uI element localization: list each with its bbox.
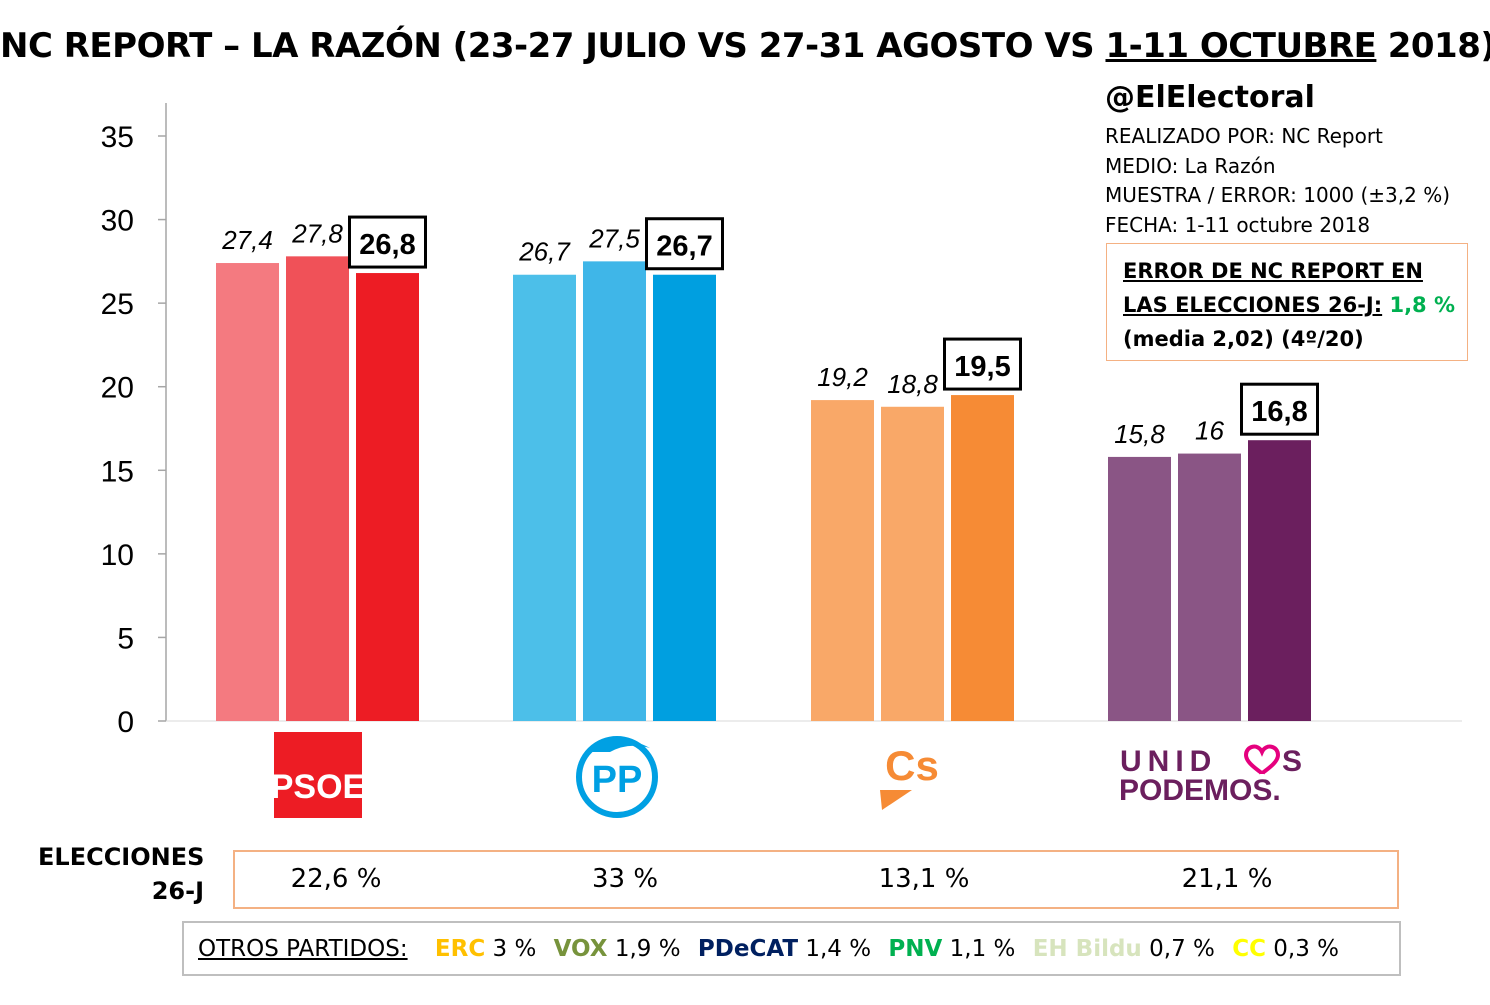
data-label: 26,7: [518, 237, 571, 267]
data-label: 19,5: [954, 351, 1010, 383]
bar: [583, 261, 646, 721]
bar: [1248, 440, 1311, 721]
svg-text:PODEMOS.: PODEMOS.: [1119, 774, 1281, 807]
error-box: ERROR DE NC REPORT EN LAS ELECCIONES 26-…: [1106, 243, 1468, 361]
bar: [811, 400, 874, 721]
poll-metadata: REALIZADO POR: NC Report MEDIO: La Razón…: [1105, 122, 1450, 240]
data-label: 15,8: [1114, 419, 1165, 449]
svg-text:UNID: UNID: [1120, 745, 1217, 778]
otros-party-value: 1,9 %: [614, 936, 681, 962]
svg-text:Cs: Cs: [885, 742, 939, 789]
elecciones-label: ELECCIONES 26-J: [38, 840, 204, 908]
otros-party-name: VOX: [553, 936, 608, 962]
latest-value-box: [1240, 382, 1319, 436]
elecciones-box: [233, 850, 1399, 909]
y-tick-label: 30: [101, 205, 134, 238]
y-tick-label: 25: [101, 288, 134, 321]
elecciones-label-line1: ELECCIONES: [38, 843, 205, 871]
error-value: 1,8 %: [1389, 293, 1456, 317]
error-line1: ERROR DE NC REPORT EN: [1123, 259, 1423, 283]
elecciones-value-cs: 13,1 %: [878, 864, 970, 894]
psoe-logo: PSOE: [271, 732, 365, 818]
svg-text:PP: PP: [592, 759, 643, 801]
otros-party-value: 1,1 %: [949, 936, 1016, 962]
y-tick-label: 15: [101, 455, 134, 488]
title-underlined: 1-11 OCTUBRE: [1105, 26, 1377, 66]
bar: [1108, 456, 1171, 721]
otros-partidos: OTROS PARTIDOS: ERC 3 % VOX 1,9 % PDeCAT…: [182, 921, 1401, 976]
bar: [951, 395, 1014, 721]
svg-text:PSOE: PSOE: [271, 768, 365, 806]
heart-icon: [1243, 744, 1281, 776]
elecciones-value-unidos-podemos: 21,1 %: [1181, 864, 1273, 894]
latest-value-box: [943, 337, 1022, 391]
otros-party-name: EH Bildu: [1032, 936, 1142, 962]
party-logos: PSOE PP Cs UNID S PODEMOS.: [271, 732, 1302, 818]
bar: [356, 273, 419, 721]
data-label: 19,2: [817, 362, 868, 392]
source-handle: @ElElectoral: [1105, 80, 1315, 115]
y-tick-label: 0: [117, 706, 134, 739]
otros-party-value: 3 %: [492, 936, 537, 962]
meta-medio: MEDIO: La Razón: [1105, 153, 1276, 178]
y-tick-label: 5: [117, 622, 134, 655]
bars: 27,4 27,8 26,8 26,7 27,5 26,7 19,2 18,8 19,5 15,8…: [216, 215, 1319, 721]
y-tick-label: 20: [101, 372, 134, 405]
otros-party-value: 1,4 %: [805, 936, 872, 962]
bar: [881, 406, 944, 721]
pp-logo: PP: [576, 736, 658, 818]
data-label: 26,8: [359, 229, 415, 261]
unidos-podemos-logo: UNID S PODEMOS.: [1119, 744, 1302, 807]
svg-text:S: S: [1282, 745, 1302, 778]
bar: [286, 256, 349, 721]
bar: [513, 274, 576, 721]
latest-value-box: [348, 215, 427, 269]
y-tick-label: 35: [101, 121, 134, 154]
elecciones-value-psoe: 22,6 %: [290, 864, 382, 894]
data-label: 27,4: [221, 225, 273, 255]
otros-party-value: 0,3 %: [1273, 936, 1340, 962]
bar: [653, 274, 716, 721]
otros-party-value: 0,7 %: [1149, 936, 1215, 962]
data-label: 16,8: [1251, 396, 1307, 428]
error-line3: (media 2,02) (4º/20): [1123, 327, 1364, 351]
otros-party-name: PNV: [888, 936, 943, 962]
cs-logo: Cs: [880, 742, 939, 810]
otros-party-name: PDeCAT: [697, 936, 799, 962]
y-tick-label: 10: [101, 539, 134, 572]
title-prefix: NC REPORT – LA RAZÓN (23-27 JULIO VS 27-…: [0, 26, 1106, 66]
bar-chart: 0 5 10 15 20 25 30 35 27,4 27,8 26,8 26,7 27,5 26,7 1…: [101, 103, 1462, 818]
otros-party-name: CC: [1232, 936, 1266, 962]
otros-label: OTROS PARTIDOS:: [198, 936, 408, 962]
bar: [216, 263, 279, 721]
bar: [1178, 453, 1241, 721]
data-label: 26,7: [656, 231, 712, 263]
meta-realizado: REALIZADO POR: NC Report: [1105, 124, 1383, 148]
data-label: 27,5: [588, 223, 640, 253]
data-label: 18,8: [887, 369, 938, 399]
title-suffix: 2018): [1376, 26, 1490, 66]
latest-value-box: [645, 217, 724, 271]
elecciones-label-line2: 26-J: [151, 877, 204, 905]
meta-fecha: FECHA: 1-11 octubre 2018: [1105, 212, 1371, 237]
data-label: 27,8: [291, 218, 343, 248]
meta-muestra: MUESTRA / ERROR: 1000 (±3,2 %): [1105, 183, 1450, 207]
data-label: 16: [1195, 416, 1224, 446]
otros-party-name: ERC: [434, 936, 486, 962]
elecciones-value-pp: 33 %: [591, 864, 659, 894]
chart-title: NC REPORT – LA RAZÓN (23-27 JULIO VS 27-…: [0, 26, 1490, 66]
error-line2: LAS ELECCIONES 26-J:: [1123, 293, 1383, 317]
